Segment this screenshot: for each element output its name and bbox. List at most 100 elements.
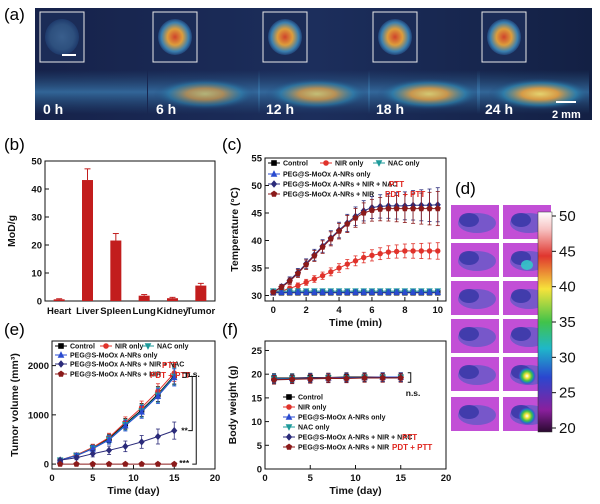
time-label: 24 h: [485, 101, 513, 117]
category-label: Spleen: [100, 306, 131, 317]
thermal-mouse-head: [511, 289, 531, 303]
series-line-control: [59, 375, 175, 461]
bar-tumor: [195, 285, 207, 301]
x-tick-label: 6: [369, 305, 374, 316]
thermal-image-panel: 50 45 40 35 30 25 20: [451, 205, 576, 437]
panel-label-d: (d): [455, 179, 476, 198]
data-point-peg_nir: [426, 205, 433, 212]
photoacoustic-frame: 12 h: [258, 11, 370, 117]
y-tick-label: 30: [251, 291, 262, 302]
data-point-peg_nir: [303, 261, 310, 268]
legend-marker-peg: [270, 170, 278, 177]
legend-label: PEG@S-MoOx A-NRs + NIR: [298, 445, 389, 452]
data-point-nir: [410, 248, 416, 254]
series-line-peg_nir_nac: [60, 430, 175, 461]
legend-marker-control: [286, 394, 292, 400]
data-point-peg_nir_nac: [171, 426, 178, 435]
x-tick-label: 0: [262, 473, 267, 484]
photoacoustic-liver-signal: [265, 78, 369, 110]
photoacoustic-organ-band: [35, 70, 147, 114]
legend-label: NAC only: [388, 161, 420, 168]
panel-label-c: (c): [222, 135, 242, 154]
y-tick-label: 10: [251, 417, 262, 428]
data-point-peg: [311, 288, 318, 295]
data-point-peg: [393, 288, 400, 295]
annotation-double-star: **: [181, 426, 188, 436]
data-point-peg: [327, 288, 335, 295]
y-tick-label: 0: [257, 465, 262, 476]
annotation-ptt: PTT: [402, 433, 417, 442]
legend-marker-nir: [286, 404, 292, 410]
data-point-peg_nir: [368, 206, 376, 213]
y-tick-label: 30: [31, 213, 42, 224]
data-point-peg: [352, 288, 359, 295]
data-point-peg_nir: [289, 376, 296, 382]
photoacoustic-tumor-signal: [158, 19, 192, 55]
thermal-mouse-head: [511, 327, 531, 341]
thermal-mouse-head: [459, 289, 479, 303]
y-tick-label: 35: [251, 264, 262, 275]
panel-label-f: (f): [222, 320, 238, 339]
y-axis-title: MoD/g: [6, 215, 18, 247]
x-tick-label: 0: [49, 473, 54, 484]
y-tick-label: 5: [257, 441, 263, 452]
x-tick-label: 10: [350, 473, 361, 484]
x-tick-label: 10: [128, 473, 139, 484]
x-tick-label: 20: [210, 473, 221, 484]
time-label: 0 h: [43, 101, 63, 117]
thermal-colorbar: [537, 211, 553, 433]
data-point-peg_nir: [397, 374, 404, 381]
legend-marker-control: [58, 343, 64, 349]
annotation-triple-star: ***: [179, 458, 190, 468]
legend-label: PEG@S-MoOx A-NRs + NIR + NAC: [283, 182, 397, 189]
legend-marker-nac: [285, 424, 293, 431]
data-point-peg: [385, 288, 392, 295]
legend-marker-peg_nir: [285, 443, 293, 450]
time-label: 12 h: [266, 101, 294, 117]
data-point-nir: [385, 249, 392, 255]
y-axis-title: Temperature (°C): [229, 187, 241, 272]
annotation-pdt-ptt: PDT + PTT: [392, 443, 432, 452]
data-point-nir: [418, 248, 425, 254]
x-tick-label: 2: [303, 305, 308, 316]
y-tick-label: 0: [44, 460, 49, 471]
photoacoustic-liver-signal: [377, 78, 481, 110]
panel-label-e: (e): [4, 320, 25, 339]
colorbar-tick-label: 30: [559, 349, 576, 366]
panel-label-b: (b): [4, 135, 25, 154]
photoacoustic-tumor-signal: [378, 19, 412, 55]
legend-label: PEG@S-MoOx A-NRs + NIR: [70, 372, 161, 379]
legend-marker-peg_nir: [57, 370, 65, 377]
data-point-peg_nir_nac: [154, 432, 162, 441]
y-tick-label: 1000: [28, 410, 49, 421]
data-point-peg: [122, 421, 129, 429]
category-label: Liver: [76, 306, 99, 317]
y-tick-label: 20: [251, 370, 262, 381]
photoacoustic-panel: 0 h 6 h 12 h 18 h 24 h 2 mm: [35, 8, 592, 121]
data-point-peg: [426, 288, 433, 295]
data-point-peg: [278, 288, 285, 295]
x-tick-label: 8: [402, 305, 407, 316]
data-point-peg_nir: [410, 205, 417, 212]
data-point-peg_nir: [154, 460, 162, 467]
data-point-peg: [171, 373, 178, 381]
colorbar-tick-label: 45: [559, 243, 576, 260]
colorbar-tick-label: 50: [559, 208, 576, 225]
data-point-peg_nir: [393, 205, 400, 212]
bar-heart: [53, 299, 65, 301]
data-point-nir: [336, 265, 342, 271]
biodistribution-bar-chart: 0 10 20 30 40 50 MoD/g Heart Liver Spleen Lung Kidn…: [6, 157, 216, 318]
time-label: 18 h: [376, 101, 404, 117]
thermal-mouse-head: [459, 251, 479, 265]
panel-label-a: (a): [4, 5, 25, 24]
data-point-peg_nir: [57, 460, 64, 467]
data-point-peg: [409, 288, 417, 295]
thermal-image: [451, 319, 499, 353]
legend-label: Control: [298, 395, 323, 402]
temperature-line-chart: 0 2 4 6 8 10 30 35 40 45 50 55 Time (min) Temperature…: [229, 154, 447, 329]
y-tick-label: 10: [31, 269, 42, 280]
data-point-peg_nir: [418, 205, 425, 212]
legend-label: Control: [70, 344, 95, 351]
time-label: 6 h: [156, 101, 176, 117]
